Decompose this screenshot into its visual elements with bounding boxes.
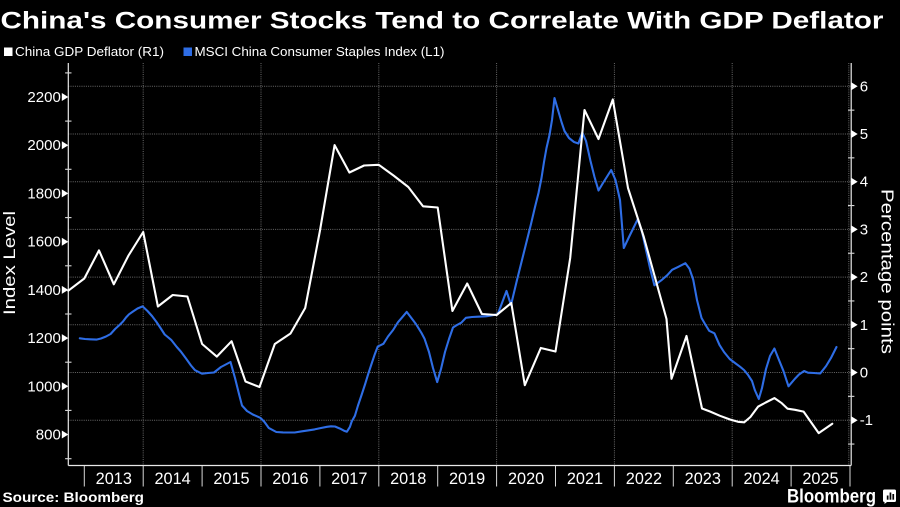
svg-text:1200: 1200: [27, 330, 60, 347]
svg-text:China GDP Deflator (R1): China GDP Deflator (R1): [15, 45, 164, 59]
svg-text:2022: 2022: [626, 470, 662, 488]
svg-text:1000: 1000: [27, 378, 60, 395]
svg-text:-1: -1: [860, 412, 873, 429]
svg-text:5: 5: [860, 126, 868, 143]
svg-text:Source: Bloomberg: Source: Bloomberg: [3, 490, 145, 505]
svg-text:1800: 1800: [27, 185, 60, 202]
svg-text:2025: 2025: [802, 470, 838, 488]
svg-text:3: 3: [860, 221, 868, 238]
svg-text:4: 4: [860, 174, 868, 191]
svg-text:Bloomberg: Bloomberg: [787, 487, 876, 507]
svg-text:6: 6: [860, 78, 868, 95]
svg-text:China's Consumer Stocks Tend t: China's Consumer Stocks Tend to Correlat…: [1, 8, 885, 35]
svg-text:2019: 2019: [449, 470, 485, 488]
svg-text:800: 800: [36, 427, 61, 444]
svg-text:2023: 2023: [685, 470, 721, 488]
svg-text:2018: 2018: [390, 470, 426, 488]
svg-text:2014: 2014: [154, 470, 190, 488]
svg-text:2016: 2016: [272, 470, 308, 488]
svg-text:Index Level: Index Level: [0, 211, 19, 315]
svg-text:2021: 2021: [567, 470, 603, 488]
svg-text:MSCI China Consumer Staples In: MSCI China Consumer Staples Index (L1): [195, 45, 445, 59]
svg-text:2013: 2013: [96, 470, 132, 488]
svg-text:2024: 2024: [743, 470, 779, 488]
svg-text:2200: 2200: [27, 89, 60, 106]
svg-text:2017: 2017: [331, 470, 367, 488]
svg-text:1600: 1600: [27, 234, 60, 251]
svg-text:2000: 2000: [27, 137, 60, 154]
svg-text:1: 1: [860, 317, 868, 334]
svg-text:Percentage points: Percentage points: [878, 189, 898, 354]
svg-text:1400: 1400: [27, 282, 60, 299]
svg-text:0: 0: [860, 365, 868, 382]
svg-text:2015: 2015: [213, 470, 249, 488]
svg-text:2: 2: [860, 269, 868, 286]
svg-text:2020: 2020: [508, 470, 544, 488]
